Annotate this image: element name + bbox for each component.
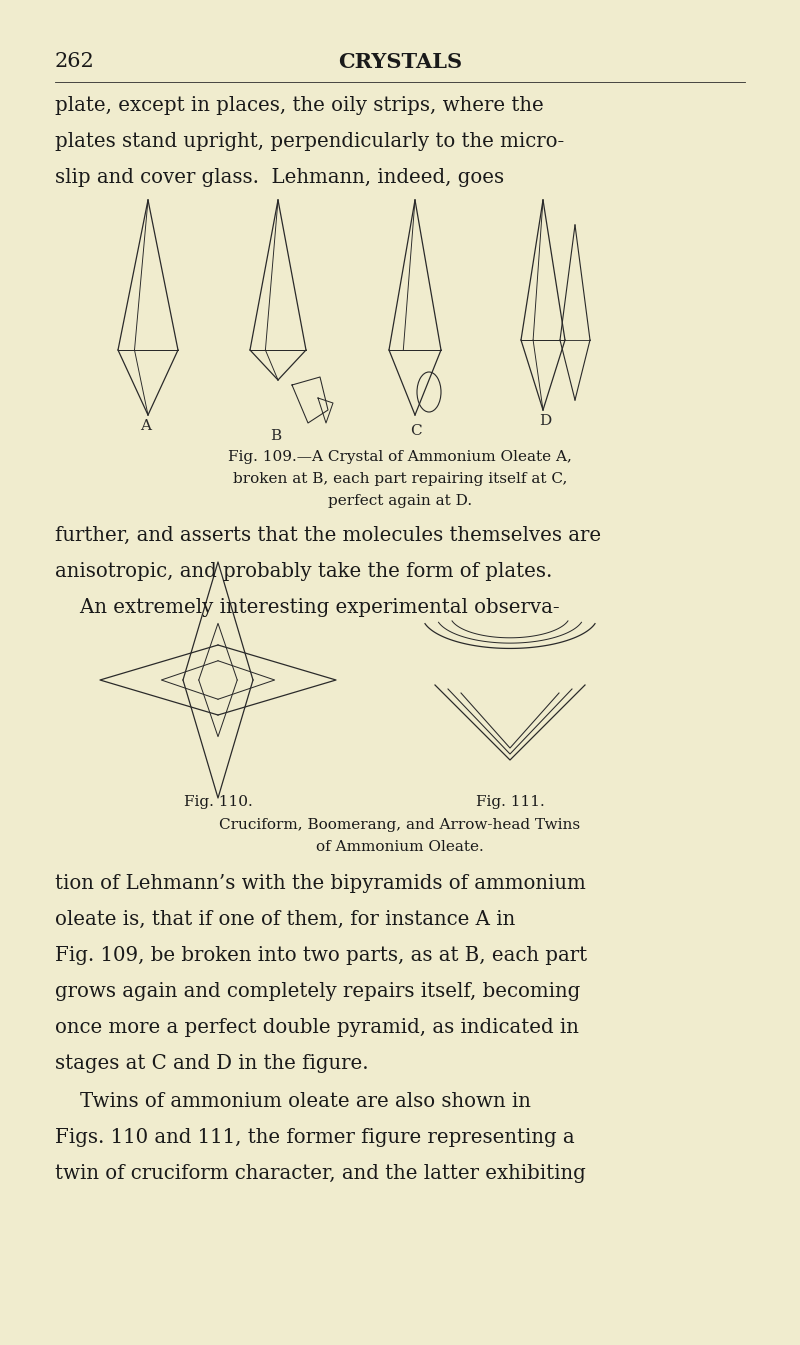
Text: further, and asserts that the molecules themselves are: further, and asserts that the molecules … xyxy=(55,526,601,545)
Text: plate, except in places, the oily strips, where the: plate, except in places, the oily strips… xyxy=(55,95,544,116)
Text: Fig. 109, be broken into two parts, as at B, each part: Fig. 109, be broken into two parts, as a… xyxy=(55,946,587,964)
Text: Cruciform, Boomerang, and Arrow-head Twins: Cruciform, Boomerang, and Arrow-head Twi… xyxy=(219,818,581,833)
Text: Figs. 110 and 111, the former figure representing a: Figs. 110 and 111, the former figure rep… xyxy=(55,1128,574,1147)
Text: C: C xyxy=(410,424,422,438)
Text: Twins of ammonium oleate are also shown in: Twins of ammonium oleate are also shown … xyxy=(55,1092,531,1111)
Text: broken at B, each part repairing itself at C,: broken at B, each part repairing itself … xyxy=(233,472,567,486)
Text: Fig. 109.—A Crystal of Ammonium Oleate A,: Fig. 109.—A Crystal of Ammonium Oleate A… xyxy=(228,451,572,464)
Text: grows again and completely repairs itself, becoming: grows again and completely repairs itsel… xyxy=(55,982,580,1001)
Text: stages at C and D in the figure.: stages at C and D in the figure. xyxy=(55,1054,369,1073)
Text: once more a perfect double pyramid, as indicated in: once more a perfect double pyramid, as i… xyxy=(55,1018,579,1037)
Text: 262: 262 xyxy=(55,52,94,71)
Text: perfect again at D.: perfect again at D. xyxy=(328,494,472,508)
Text: anisotropic, and probably take the form of plates.: anisotropic, and probably take the form … xyxy=(55,562,552,581)
Text: Fig. 111.: Fig. 111. xyxy=(476,795,544,808)
Text: tion of Lehmann’s with the bipyramids of ammonium: tion of Lehmann’s with the bipyramids of… xyxy=(55,874,586,893)
Text: Fig. 110.: Fig. 110. xyxy=(184,795,252,808)
Text: plates stand upright, perpendicularly to the micro-: plates stand upright, perpendicularly to… xyxy=(55,132,564,151)
Text: slip and cover glass.  Lehmann, indeed, goes: slip and cover glass. Lehmann, indeed, g… xyxy=(55,168,504,187)
Text: B: B xyxy=(270,429,281,443)
Text: CRYSTALS: CRYSTALS xyxy=(338,52,462,73)
Text: D: D xyxy=(539,414,551,428)
Text: An extremely interesting experimental observa-: An extremely interesting experimental ob… xyxy=(55,599,560,617)
Text: of Ammonium Oleate.: of Ammonium Oleate. xyxy=(316,841,484,854)
Text: twin of cruciform character, and the latter exhibiting: twin of cruciform character, and the lat… xyxy=(55,1163,586,1184)
Text: oleate is, that if one of them, for instance A in: oleate is, that if one of them, for inst… xyxy=(55,911,515,929)
Text: A: A xyxy=(140,420,151,433)
